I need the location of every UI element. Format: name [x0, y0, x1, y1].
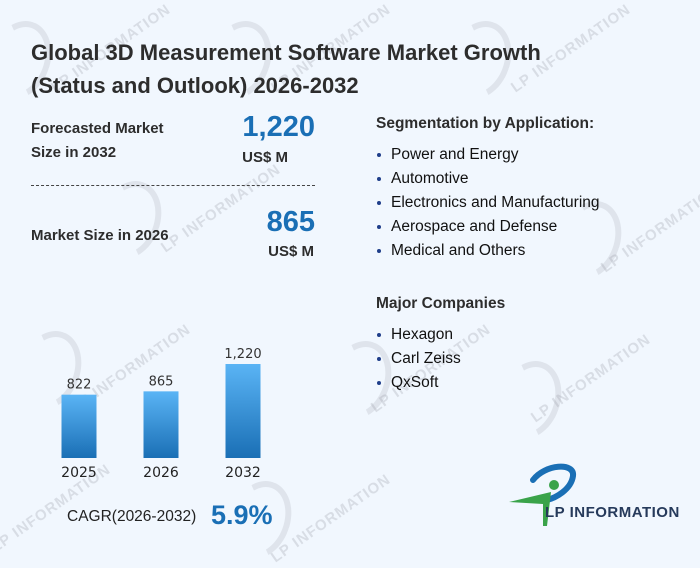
- segmentation-title: Segmentation by Application:: [376, 115, 595, 132]
- segmentation-item: Aerospace and Defense: [376, 215, 600, 239]
- forecast-label-line-1: Forecasted Market: [31, 120, 164, 137]
- watermark-logo: [8, 322, 92, 418]
- cagr-value: 5.9%: [211, 500, 273, 530]
- current-size-unit: US$ M: [268, 243, 314, 260]
- segmentation-item: Automotive: [376, 167, 600, 191]
- page-title: Global 3D Measurement Software Market Gr…: [31, 36, 541, 102]
- forecast-value: 1,220: [242, 111, 315, 143]
- stats-divider: [31, 185, 315, 186]
- segmentation-item: Power and Energy: [376, 143, 600, 167]
- x-tick-label: 2032: [225, 465, 261, 481]
- company-item-label: Hexagon: [391, 326, 454, 343]
- bullet-icon: [377, 153, 381, 157]
- bullet-icon: [377, 177, 381, 181]
- watermark-text: LP INFORMATION: [67, 320, 194, 417]
- logo-arrow-icon: [509, 492, 551, 526]
- bar-value-label: 822: [67, 378, 92, 393]
- companies-title: Major Companies: [376, 295, 506, 312]
- company-item-label: Carl Zeiss: [391, 350, 461, 367]
- company-item: QxSoft: [376, 371, 461, 395]
- cagr-label: CAGR(2026-2032): [67, 508, 197, 525]
- bullet-icon: [377, 249, 381, 253]
- watermark-logo: [488, 352, 572, 448]
- forecast-label: Forecasted Market Size in 2032: [31, 117, 164, 165]
- current-size-value: 865: [266, 206, 315, 238]
- bullet-icon: [377, 333, 381, 337]
- company-item-label: QxSoft: [391, 374, 439, 391]
- segmentation-item: Electronics and Manufacturing: [376, 191, 600, 215]
- segmentation-item-label: Electronics and Manufacturing: [391, 194, 600, 211]
- segmentation-item-label: Medical and Others: [391, 242, 526, 259]
- watermark-text: LP INFORMATION: [267, 470, 394, 567]
- forecast-label-line-2: Size in 2032: [31, 144, 117, 161]
- bullet-icon: [377, 225, 381, 229]
- companies-list: Hexagon Carl Zeiss QxSoft: [376, 323, 461, 395]
- logo-dot-icon: [549, 480, 559, 490]
- bar-value-label: 865: [149, 374, 174, 389]
- x-tick-label: 2025: [61, 465, 97, 481]
- logo-text: LP INFORMATION: [545, 504, 680, 521]
- bullet-icon: [377, 201, 381, 205]
- bar-2032: [225, 364, 261, 458]
- bar-value-label: 1,220: [224, 347, 261, 362]
- title-line-2: (Status and Outlook) 2026-2032: [31, 73, 359, 98]
- watermark-text: LP INFORMATION: [597, 180, 700, 277]
- bar-2026: [143, 391, 179, 458]
- segmentation-item-label: Power and Energy: [391, 146, 519, 163]
- segmentation-item-label: Automotive: [391, 170, 469, 187]
- bullet-icon: [377, 381, 381, 385]
- x-tick-label: 2026: [143, 465, 179, 481]
- bullet-icon: [377, 357, 381, 361]
- logo-swoosh-icon: [530, 463, 576, 503]
- current-size-label: Market Size in 2026: [31, 227, 169, 244]
- bar-2025: [61, 394, 97, 458]
- watermark-text: LP INFORMATION: [527, 330, 654, 427]
- segmentation-list: Power and Energy Automotive Electronics …: [376, 143, 600, 263]
- forecast-unit: US$ M: [242, 149, 288, 166]
- title-line-1: Global 3D Measurement Software Market Gr…: [31, 40, 541, 65]
- company-item: Hexagon: [376, 323, 461, 347]
- company-item: Carl Zeiss: [376, 347, 461, 371]
- watermark-logo: [88, 172, 172, 268]
- lp-information-logo: [509, 463, 576, 526]
- segmentation-item: Medical and Others: [376, 239, 600, 263]
- segmentation-item-label: Aerospace and Defense: [391, 218, 558, 235]
